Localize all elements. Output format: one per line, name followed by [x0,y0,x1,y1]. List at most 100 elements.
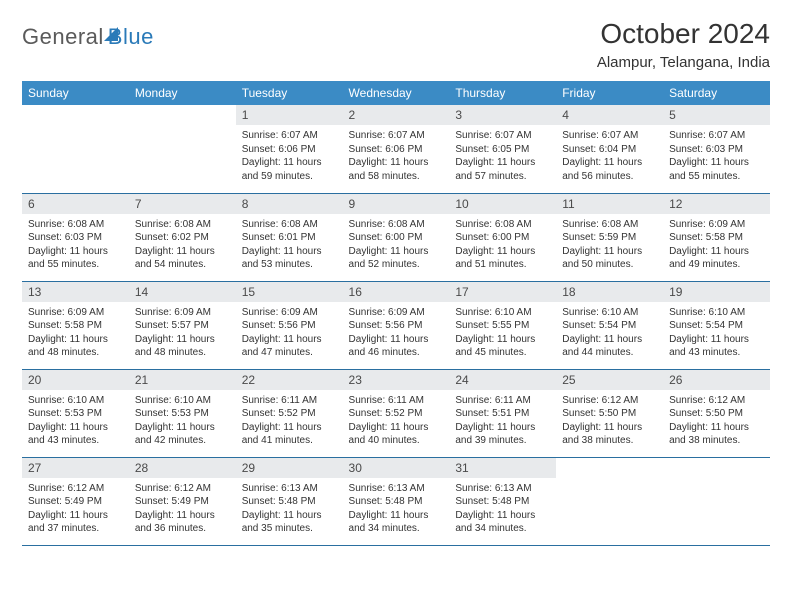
day-number: 28 [129,458,236,478]
calendar-day-cell: 12Sunrise: 6:09 AMSunset: 5:58 PMDayligh… [663,193,770,281]
day-number: 3 [449,105,556,125]
calendar-day-cell: 21Sunrise: 6:10 AMSunset: 5:53 PMDayligh… [129,369,236,457]
title-block: October 2024 Alampur, Telangana, India [597,18,770,71]
day-data: Sunrise: 6:10 AMSunset: 5:53 PMDaylight:… [129,390,236,454]
calendar-day-cell: 13Sunrise: 6:09 AMSunset: 5:58 PMDayligh… [22,281,129,369]
calendar-week-row: 20Sunrise: 6:10 AMSunset: 5:53 PMDayligh… [22,369,770,457]
location-subtitle: Alampur, Telangana, India [597,54,770,71]
day-number: 12 [663,194,770,214]
day-number: 5 [663,105,770,125]
day-data: Sunrise: 6:12 AMSunset: 5:49 PMDaylight:… [129,478,236,542]
day-data: Sunrise: 6:12 AMSunset: 5:50 PMDaylight:… [556,390,663,454]
calendar-day-cell: 31Sunrise: 6:13 AMSunset: 5:48 PMDayligh… [449,457,556,545]
calendar-day-cell: 27Sunrise: 6:12 AMSunset: 5:49 PMDayligh… [22,457,129,545]
day-number: 26 [663,370,770,390]
day-number: 6 [22,194,129,214]
day-number: 13 [22,282,129,302]
day-number: 1 [236,105,343,125]
day-data: Sunrise: 6:10 AMSunset: 5:55 PMDaylight:… [449,302,556,366]
calendar-day-cell: 30Sunrise: 6:13 AMSunset: 5:48 PMDayligh… [343,457,450,545]
calendar-day-cell: 24Sunrise: 6:11 AMSunset: 5:51 PMDayligh… [449,369,556,457]
day-data: Sunrise: 6:09 AMSunset: 5:56 PMDaylight:… [236,302,343,366]
day-number: 9 [343,194,450,214]
calendar-day-cell: 29Sunrise: 6:13 AMSunset: 5:48 PMDayligh… [236,457,343,545]
calendar-day-cell: 14Sunrise: 6:09 AMSunset: 5:57 PMDayligh… [129,281,236,369]
calendar-day-cell [22,105,129,193]
day-data: Sunrise: 6:13 AMSunset: 5:48 PMDaylight:… [236,478,343,542]
calendar-day-cell [663,457,770,545]
weekday-header: Thursday [449,81,556,105]
calendar-day-cell: 1Sunrise: 6:07 AMSunset: 6:06 PMDaylight… [236,105,343,193]
day-data: Sunrise: 6:08 AMSunset: 6:02 PMDaylight:… [129,214,236,278]
day-data: Sunrise: 6:07 AMSunset: 6:05 PMDaylight:… [449,125,556,189]
calendar-day-cell: 5Sunrise: 6:07 AMSunset: 6:03 PMDaylight… [663,105,770,193]
day-data: Sunrise: 6:09 AMSunset: 5:58 PMDaylight:… [22,302,129,366]
calendar-day-cell: 18Sunrise: 6:10 AMSunset: 5:54 PMDayligh… [556,281,663,369]
calendar-day-cell: 19Sunrise: 6:10 AMSunset: 5:54 PMDayligh… [663,281,770,369]
brand-part2: Blue [108,24,154,50]
day-data: Sunrise: 6:10 AMSunset: 5:54 PMDaylight:… [556,302,663,366]
day-data: Sunrise: 6:10 AMSunset: 5:53 PMDaylight:… [22,390,129,454]
day-number: 22 [236,370,343,390]
day-number: 25 [556,370,663,390]
day-data: Sunrise: 6:10 AMSunset: 5:54 PMDaylight:… [663,302,770,366]
day-number: 16 [343,282,450,302]
day-number: 17 [449,282,556,302]
day-number: 31 [449,458,556,478]
calendar-day-cell: 20Sunrise: 6:10 AMSunset: 5:53 PMDayligh… [22,369,129,457]
brand-logo: General Blue [22,24,154,50]
calendar-day-cell [556,457,663,545]
day-number: 29 [236,458,343,478]
day-number: 10 [449,194,556,214]
day-data: Sunrise: 6:08 AMSunset: 6:01 PMDaylight:… [236,214,343,278]
day-number: 20 [22,370,129,390]
calendar-day-cell: 4Sunrise: 6:07 AMSunset: 6:04 PMDaylight… [556,105,663,193]
day-data: Sunrise: 6:09 AMSunset: 5:56 PMDaylight:… [343,302,450,366]
calendar-week-row: 13Sunrise: 6:09 AMSunset: 5:58 PMDayligh… [22,281,770,369]
day-number: 8 [236,194,343,214]
calendar-day-cell: 6Sunrise: 6:08 AMSunset: 6:03 PMDaylight… [22,193,129,281]
weekday-header: Tuesday [236,81,343,105]
day-data: Sunrise: 6:07 AMSunset: 6:06 PMDaylight:… [343,125,450,189]
day-number: 14 [129,282,236,302]
day-data: Sunrise: 6:07 AMSunset: 6:03 PMDaylight:… [663,125,770,189]
calendar-day-cell: 17Sunrise: 6:10 AMSunset: 5:55 PMDayligh… [449,281,556,369]
day-data: Sunrise: 6:11 AMSunset: 5:52 PMDaylight:… [236,390,343,454]
day-data: Sunrise: 6:13 AMSunset: 5:48 PMDaylight:… [449,478,556,542]
calendar-day-cell: 10Sunrise: 6:08 AMSunset: 6:00 PMDayligh… [449,193,556,281]
day-number: 19 [663,282,770,302]
calendar-day-cell: 26Sunrise: 6:12 AMSunset: 5:50 PMDayligh… [663,369,770,457]
day-number: 27 [22,458,129,478]
calendar-day-cell: 16Sunrise: 6:09 AMSunset: 5:56 PMDayligh… [343,281,450,369]
weekday-header: Friday [556,81,663,105]
calendar-week-row: 1Sunrise: 6:07 AMSunset: 6:06 PMDaylight… [22,105,770,193]
calendar-day-cell: 15Sunrise: 6:09 AMSunset: 5:56 PMDayligh… [236,281,343,369]
calendar-day-cell: 2Sunrise: 6:07 AMSunset: 6:06 PMDaylight… [343,105,450,193]
weekday-header: Wednesday [343,81,450,105]
day-number: 11 [556,194,663,214]
calendar-day-cell: 3Sunrise: 6:07 AMSunset: 6:05 PMDaylight… [449,105,556,193]
day-data: Sunrise: 6:11 AMSunset: 5:52 PMDaylight:… [343,390,450,454]
calendar-day-cell: 11Sunrise: 6:08 AMSunset: 5:59 PMDayligh… [556,193,663,281]
day-number: 4 [556,105,663,125]
calendar-week-row: 27Sunrise: 6:12 AMSunset: 5:49 PMDayligh… [22,457,770,545]
day-data: Sunrise: 6:09 AMSunset: 5:58 PMDaylight:… [663,214,770,278]
weekday-header: Monday [129,81,236,105]
weekday-header: Saturday [663,81,770,105]
day-data: Sunrise: 6:09 AMSunset: 5:57 PMDaylight:… [129,302,236,366]
calendar-day-cell: 9Sunrise: 6:08 AMSunset: 6:00 PMDaylight… [343,193,450,281]
day-data: Sunrise: 6:11 AMSunset: 5:51 PMDaylight:… [449,390,556,454]
calendar-table: Sunday Monday Tuesday Wednesday Thursday… [22,81,770,546]
day-number: 2 [343,105,450,125]
day-number: 30 [343,458,450,478]
calendar-week-row: 6Sunrise: 6:08 AMSunset: 6:03 PMDaylight… [22,193,770,281]
calendar-day-cell: 8Sunrise: 6:08 AMSunset: 6:01 PMDaylight… [236,193,343,281]
day-data: Sunrise: 6:08 AMSunset: 6:00 PMDaylight:… [343,214,450,278]
calendar-day-cell: 28Sunrise: 6:12 AMSunset: 5:49 PMDayligh… [129,457,236,545]
weekday-header: Sunday [22,81,129,105]
calendar-day-cell: 25Sunrise: 6:12 AMSunset: 5:50 PMDayligh… [556,369,663,457]
calendar-day-cell [129,105,236,193]
month-title: October 2024 [597,18,770,50]
day-data: Sunrise: 6:07 AMSunset: 6:06 PMDaylight:… [236,125,343,189]
header: General Blue October 2024 Alampur, Telan… [22,18,770,71]
